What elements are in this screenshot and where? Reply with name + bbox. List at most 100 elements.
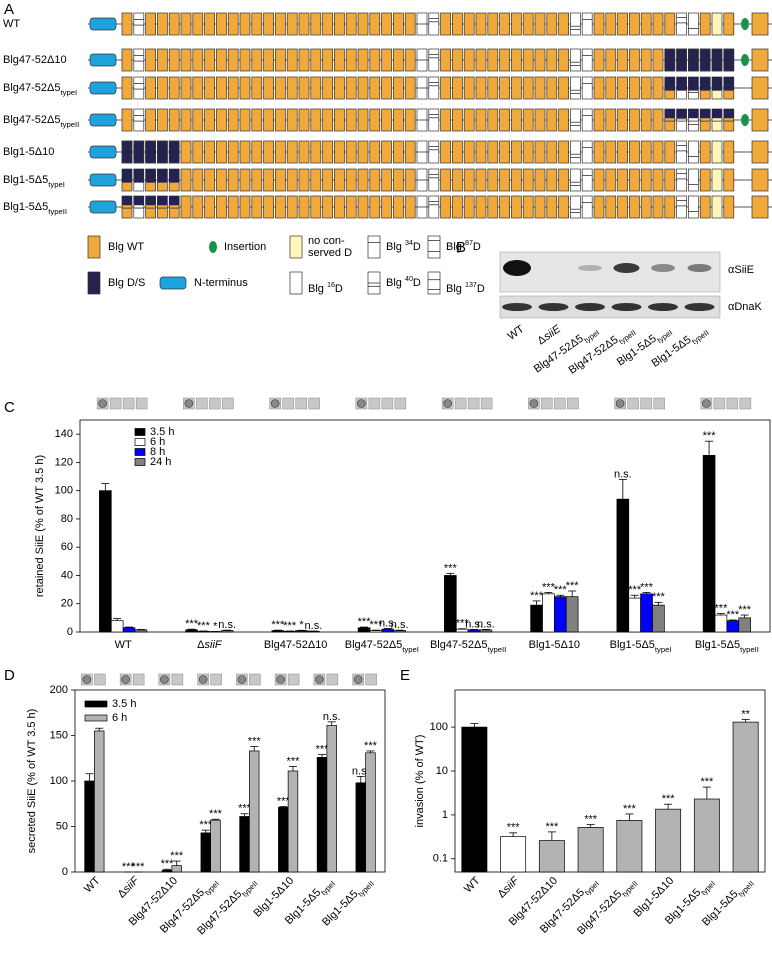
y-axis-label: retained SiiE (% of WT 3.5 h) [34,455,46,597]
domain [629,140,640,164]
blot-band [684,303,715,311]
lane-label: ΔsiiE [535,323,563,348]
x-tick-label: WT [462,874,483,895]
label-part: typeI [203,879,221,897]
row-label: Blg1-5Δ5typeI [3,174,65,189]
domain [751,108,769,132]
domain [204,168,215,192]
row-label: Blg1-5Δ10 [3,146,54,158]
domain [404,108,416,132]
domain [475,48,487,72]
significance: *** [364,740,378,752]
domain [640,108,652,132]
domain [239,140,251,164]
label-part: Blg1-5Δ5 [695,639,740,651]
significance: *** [507,822,521,834]
significance: n.s. [477,618,495,630]
legend-label: 3.5 h [150,426,174,438]
x-tick-label: ΔsiiF [496,874,523,901]
label-part: Insertion [224,241,266,253]
domain [522,108,534,132]
domain [440,76,451,100]
domain [145,76,156,100]
domain [369,76,381,100]
label-part: 34 [405,239,413,247]
label-part: Blg47-52Δ5 [345,639,403,651]
domain [605,140,617,164]
label-part: Blg1-5Δ10 [529,639,580,651]
y-tick-label: 20 [61,598,73,610]
label-part: typeII [617,328,638,346]
domain [452,76,463,100]
domain [357,108,369,132]
bar [726,620,740,633]
blot-band [575,303,605,311]
domain [652,76,664,100]
colony-thumb [726,397,739,410]
domain [522,195,534,219]
domain-ds [688,77,699,91]
domain [664,140,676,164]
significance: *** [530,590,544,602]
domain [534,76,546,100]
significance: *** [456,618,470,630]
domain [334,76,345,100]
domain [534,195,546,219]
domain [440,48,451,72]
domain [711,12,723,36]
domain [180,195,192,219]
domain [581,12,593,36]
domain [345,48,357,72]
domain [404,195,416,219]
blot-band [613,263,640,273]
antibody-label: αSiiE [728,264,754,276]
domain [511,195,522,219]
domain [688,140,699,164]
domain [723,140,735,164]
domain [581,48,593,72]
legend-label: Blg 137D [446,281,485,295]
domain [381,140,392,164]
y-tick-label: 140 [55,428,73,440]
domain-ds [712,109,722,119]
significance: *** [287,755,301,767]
significance: *** [566,580,580,592]
domain [275,195,286,219]
label-part: 87 [465,239,473,247]
domain [239,12,251,36]
domain [286,108,298,132]
domain [699,12,711,36]
domain [286,195,298,219]
label-part: Blg [308,283,327,295]
domain [499,140,510,164]
domain [157,76,168,100]
domain [263,195,274,219]
domain [452,168,463,192]
domain [723,195,735,219]
domain [381,168,392,192]
colony-thumb [135,397,148,410]
domain-ds [712,77,722,91]
lane-label: Blg1-5Δ5typeII [650,323,711,372]
domain [263,12,274,36]
label-part: Blg1-5Δ5 [3,201,48,213]
significance: *** [640,581,654,593]
legend-swatch [367,235,381,259]
label-part: WT [3,18,20,30]
domain [428,108,440,132]
significance: *** [370,619,384,631]
domain-ds [145,169,156,183]
colony-spot [357,399,366,408]
colony-thumb [541,397,553,410]
domain [511,140,522,164]
significance: *** [542,581,556,593]
label-part: Blg1-5Δ5 [663,886,703,926]
domain-ds [688,109,699,119]
bar [732,721,759,873]
domain [676,12,687,36]
domain [168,12,180,36]
significance: ** [741,708,750,720]
significance: *** [132,861,146,873]
significance: *** [197,620,211,632]
blot-dnak [499,295,721,319]
